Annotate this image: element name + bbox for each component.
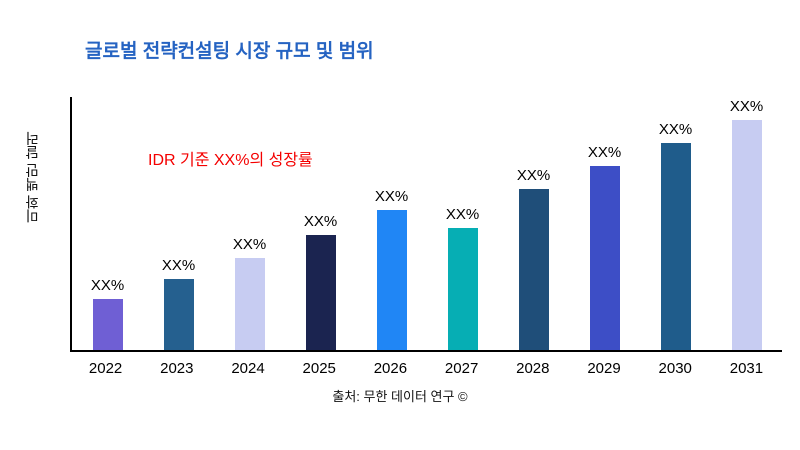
bar-2025 (305, 235, 336, 350)
bar-group-2028: XX% (498, 97, 569, 350)
bar-value-label: XX% (729, 98, 764, 115)
bar-value-label: XX% (658, 121, 693, 138)
bar-group-2031: XX% (711, 97, 782, 350)
bar-group-2024: XX% (214, 97, 285, 350)
bar-2024 (234, 258, 265, 350)
bar-group-2025: XX% (285, 97, 356, 350)
bar-value-label: XX% (232, 236, 267, 253)
bar-2031 (731, 120, 762, 350)
bar-value-label: XX% (303, 213, 338, 230)
chart-title: 글로벌 전략컨설팅 시장 규모 및 범위 (85, 41, 374, 62)
bar-2029 (589, 166, 620, 350)
bar-value-label: XX% (161, 256, 196, 274)
bar-2022 (92, 299, 123, 350)
x-axis-labels: 2022 2023 2024 2025 2026 2027 2028 2029 2030 2031 (70, 360, 782, 377)
x-tick-2025: 2025 (302, 360, 336, 377)
x-tick-2029: 2029 (587, 360, 621, 377)
x-tick-2027: 2027 (444, 360, 479, 377)
x-tick-2024: 2024 (231, 360, 265, 377)
x-tick-2026: 2026 (373, 360, 408, 377)
x-tick-2022: 2022 (88, 360, 123, 377)
source-caption: 출처: 무한 데이터 연구 © (332, 389, 468, 404)
bar-value-label: XX% (374, 187, 409, 205)
growth-rate-annotation: IDR 기준 XX%의 성장률 (148, 152, 313, 169)
bar-group-2027: XX% (427, 97, 498, 350)
bar-value-label: XX% (587, 144, 622, 161)
bar-2026 (376, 209, 407, 350)
bar-value-label: XX% (90, 277, 125, 295)
plot-area: XX% XX% XX% XX% XX% XX% XX% XX% XX% XX% (70, 97, 782, 352)
x-tick-2031: 2031 (729, 360, 764, 377)
bar-value-label: XX% (445, 206, 480, 224)
bar-2028 (518, 189, 549, 350)
bar-group-2029: XX% (569, 97, 640, 350)
bar-group-2023: XX% (143, 97, 214, 350)
bar-2027 (447, 228, 478, 350)
y-axis-label: 미화 백만 달러 (24, 131, 40, 223)
bar-series: XX% XX% XX% XX% XX% XX% XX% XX% XX% XX% (72, 97, 782, 350)
bar-group-2030: XX% (640, 97, 711, 350)
x-tick-2028: 2028 (516, 360, 550, 377)
x-tick-2030: 2030 (658, 360, 692, 377)
bar-group-2022: XX% (72, 97, 143, 350)
bar-group-2026: XX% (356, 97, 427, 350)
bar-2030 (660, 143, 691, 350)
bar-2023 (163, 278, 194, 350)
x-tick-2023: 2023 (160, 360, 194, 377)
bar-value-label: XX% (516, 167, 551, 184)
